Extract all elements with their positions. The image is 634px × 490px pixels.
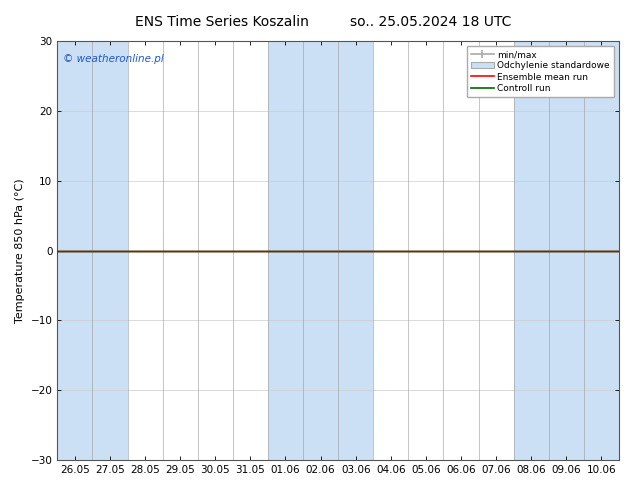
Bar [338, 41, 373, 460]
Text: © weatheronline.pl: © weatheronline.pl [63, 53, 164, 64]
Text: so.. 25.05.2024 18 UTC: so.. 25.05.2024 18 UTC [351, 15, 512, 29]
Bar [549, 41, 584, 460]
Bar [57, 41, 93, 460]
Bar [514, 41, 549, 460]
Y-axis label: Temperature 850 hPa (°C): Temperature 850 hPa (°C) [15, 178, 25, 323]
Text: ENS Time Series Koszalin: ENS Time Series Koszalin [135, 15, 309, 29]
Bar [584, 41, 619, 460]
Bar [93, 41, 127, 460]
Bar [303, 41, 338, 460]
Legend: min/max, Odchylenie standardowe, Ensemble mean run, Controll run: min/max, Odchylenie standardowe, Ensembl… [467, 46, 614, 98]
Bar [268, 41, 303, 460]
